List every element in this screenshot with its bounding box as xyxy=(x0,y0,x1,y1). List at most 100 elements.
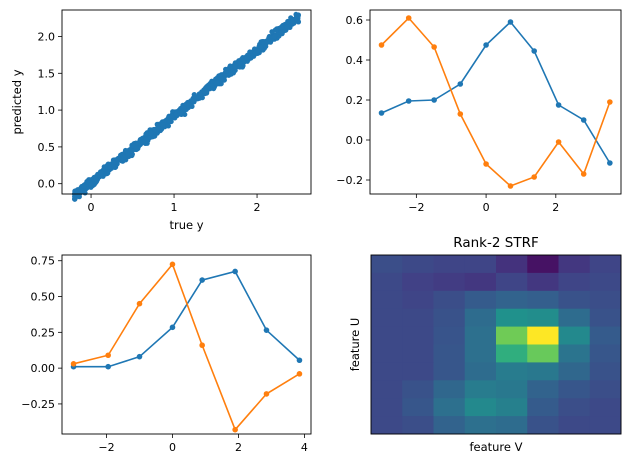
scatter-point xyxy=(98,170,104,176)
heatmap-cell xyxy=(402,255,434,274)
heatmap-cell xyxy=(402,272,434,292)
heatmap-cell xyxy=(589,290,622,310)
plot-frame xyxy=(61,254,312,435)
heatmap-cell xyxy=(371,326,403,345)
scatter-point xyxy=(258,44,264,50)
heatmap-cell xyxy=(589,308,622,327)
heatmap-cell xyxy=(589,416,622,435)
heatmap-cell xyxy=(496,416,528,435)
y-tick-label: 0.5 xyxy=(38,141,56,154)
scatter-point xyxy=(214,80,220,86)
heatmap-cell xyxy=(464,272,497,292)
x-tick-label: 2 xyxy=(254,201,261,214)
scatter-point xyxy=(278,24,284,30)
scatter-point xyxy=(223,68,229,74)
scatter-point xyxy=(255,48,261,54)
scatter-point xyxy=(81,183,87,189)
series-line-0 xyxy=(73,270,300,368)
plot-frame xyxy=(61,9,312,195)
heatmap-cell xyxy=(371,398,403,417)
heatmap-cell xyxy=(589,380,622,399)
series-1-point xyxy=(199,342,205,349)
plot-frame xyxy=(370,254,622,435)
series-1-point xyxy=(378,42,385,48)
series-0-point xyxy=(296,357,303,364)
scatter-point xyxy=(165,123,172,129)
heatmap-cells xyxy=(371,255,622,435)
series-0-point xyxy=(232,268,238,275)
x-tick-label: 0 xyxy=(483,201,490,214)
heatmap-cell xyxy=(589,326,622,345)
scatter-point xyxy=(160,122,166,128)
heatmap-cell xyxy=(433,290,466,310)
scatter-point xyxy=(232,64,238,70)
heatmap-cell xyxy=(558,290,591,310)
y-tick-label: −0.25 xyxy=(21,398,55,411)
heatmap-cell xyxy=(371,344,403,363)
series-0-point xyxy=(555,102,562,108)
y-axis-label: predicted y xyxy=(10,69,24,134)
heatmap-cell xyxy=(558,326,591,345)
scatter-point xyxy=(238,56,245,62)
heatmap-cell xyxy=(464,344,497,363)
series-1-point xyxy=(607,99,613,105)
heatmap-cell xyxy=(558,380,591,399)
x-axis-label: feature V xyxy=(469,440,522,454)
series-1-point xyxy=(431,44,437,50)
heatmap-cell xyxy=(496,344,528,363)
heatmap-cell xyxy=(589,272,622,292)
scatter-point xyxy=(181,105,187,111)
series-1-point xyxy=(105,352,111,359)
y-tick-label: 0.0 xyxy=(346,134,364,147)
heatmap-cell xyxy=(464,326,497,345)
y-tick-label: 0.00 xyxy=(31,362,56,375)
x-tick-label: 0 xyxy=(169,441,176,454)
scatter-point xyxy=(189,98,195,104)
scatter-point xyxy=(143,131,149,137)
heatmap-cell xyxy=(558,272,591,292)
heatmap-cell xyxy=(464,290,497,310)
series-1-point xyxy=(555,139,562,145)
heatmap-cell xyxy=(527,398,559,417)
scatter-point xyxy=(177,110,183,116)
scatter-point xyxy=(107,164,113,170)
heatmap-cell xyxy=(402,362,434,381)
y-tick-label: 0.2 xyxy=(346,94,364,107)
scatter-point xyxy=(75,187,81,194)
y-tick-label: 0.0 xyxy=(38,178,56,191)
heatmap-cell xyxy=(402,416,434,435)
scatter-point xyxy=(122,147,129,154)
heatmap-cell xyxy=(464,398,497,417)
y-tick-label: 0.25 xyxy=(31,326,56,339)
x-tick-label: 2 xyxy=(552,201,559,214)
scatter-point xyxy=(244,55,250,61)
heatmap-cell xyxy=(402,398,434,417)
heatmap-cell xyxy=(433,398,466,417)
y-tick-label: 0.50 xyxy=(31,291,56,304)
heatmap-cell xyxy=(371,380,403,399)
scatter-point xyxy=(205,85,211,91)
heatmap-cell xyxy=(558,362,591,381)
heatmap-cell xyxy=(402,308,434,327)
heatmap-cell xyxy=(527,416,559,435)
scatter-point xyxy=(111,160,117,166)
heatmap-cell xyxy=(589,362,622,381)
series-1-point xyxy=(457,111,464,117)
heatmap-cell xyxy=(558,398,591,417)
series-0-point xyxy=(405,98,412,104)
scatter-point xyxy=(200,88,206,94)
scatter-point xyxy=(218,76,224,82)
heatmap-cell xyxy=(464,416,497,435)
scatter-panel: 0 1 2 0.0 0.5 1.0 1.5 2.0 true y predicted y xyxy=(10,9,312,232)
x-tick-label: −2 xyxy=(98,441,114,454)
heatmap-cell xyxy=(371,255,403,274)
x-tick-label: −2 xyxy=(408,201,424,214)
heatmap-cell xyxy=(527,290,559,310)
heatmap-cell xyxy=(433,308,466,327)
series-1-point xyxy=(263,391,270,397)
series-0-point xyxy=(105,363,111,370)
y-axis-label: feature U xyxy=(348,318,362,372)
heatmap-cell xyxy=(589,398,622,417)
scatter-point xyxy=(103,164,109,170)
heatmap-cell xyxy=(402,290,434,310)
